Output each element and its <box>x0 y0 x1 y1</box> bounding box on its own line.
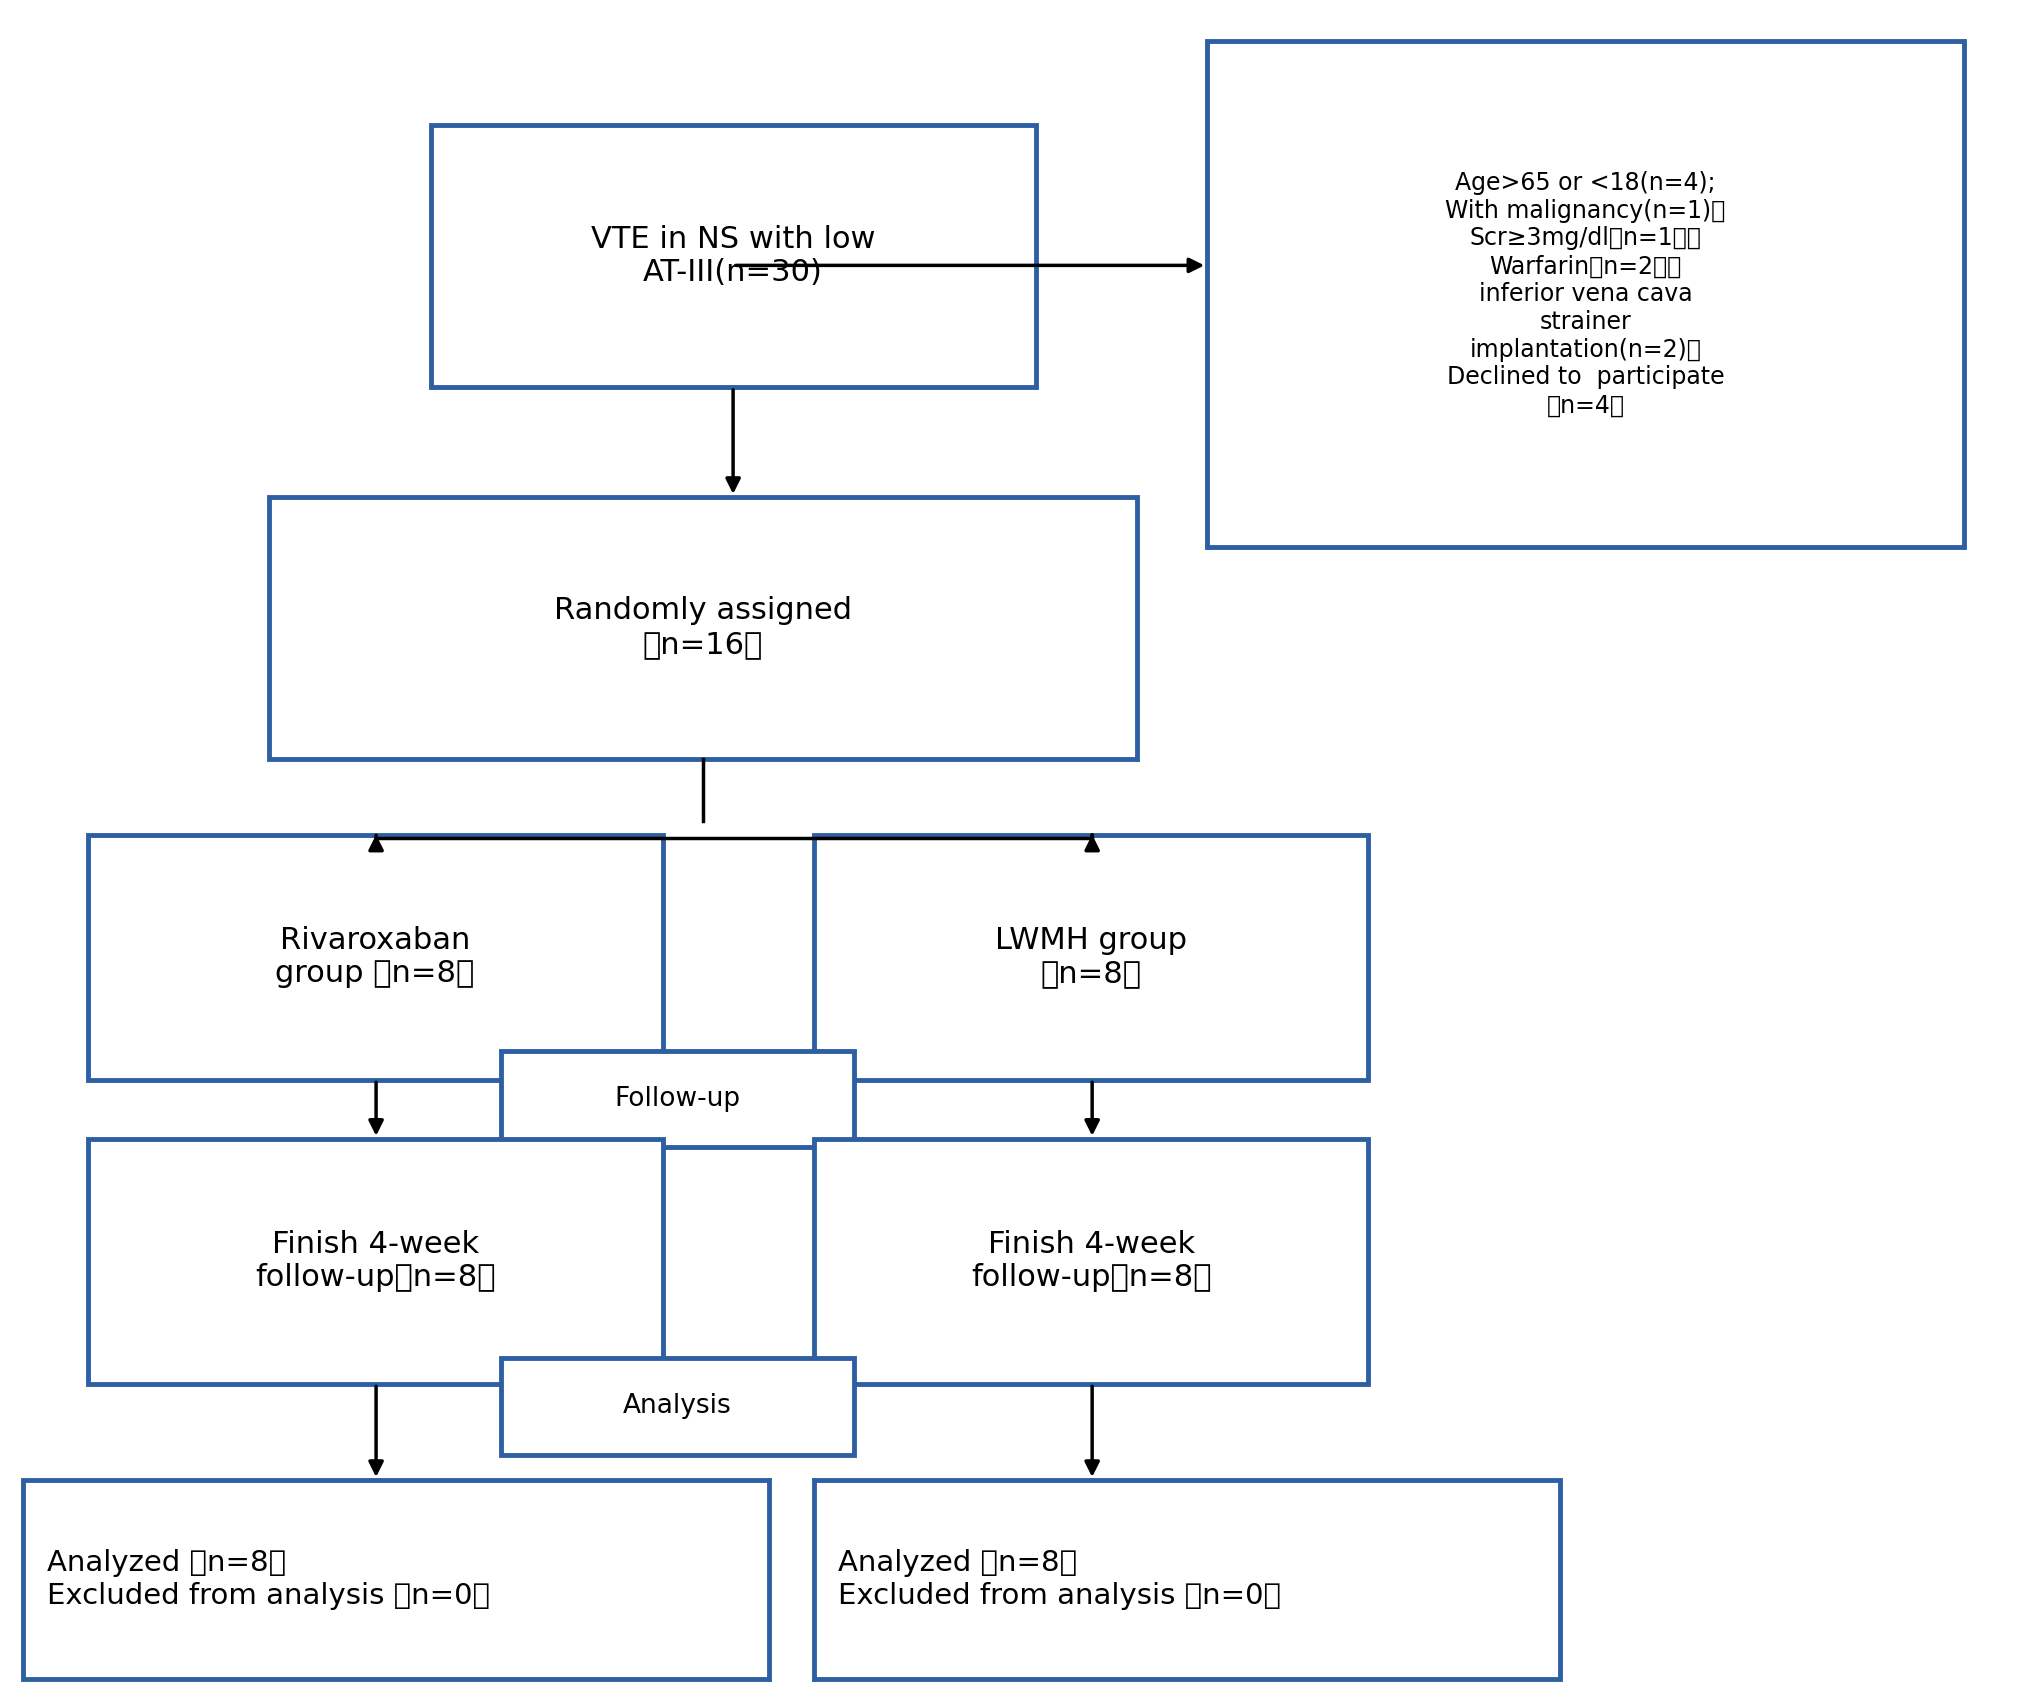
Text: Analysis: Analysis <box>623 1393 731 1419</box>
Text: Randomly assigned
（n=16）: Randomly assigned （n=16） <box>554 596 851 659</box>
FancyBboxPatch shape <box>1206 41 1963 547</box>
Text: Age>65 or <18(n=4);
With malignancy(n=1)；
Scr≥3mg/dl（n=1）；
Warfarin（n=2）；
inferi: Age>65 or <18(n=4); With malignancy(n=1)… <box>1445 170 1726 417</box>
Text: LWMH group
（n=8）: LWMH group （n=8） <box>995 926 1188 988</box>
Text: Analyzed （n=8）
Excluded from analysis （n=0）: Analyzed （n=8） Excluded from analysis （n… <box>47 1550 489 1609</box>
FancyBboxPatch shape <box>814 1480 1559 1679</box>
Text: Rivaroxaban
group （n=8）: Rivaroxaban group （n=8） <box>276 926 475 988</box>
Text: VTE in NS with low
AT-III(n=30): VTE in NS with low AT-III(n=30) <box>591 225 875 288</box>
Text: Finish 4-week
follow-up（n=8）: Finish 4-week follow-up（n=8） <box>254 1230 495 1293</box>
FancyBboxPatch shape <box>22 1480 769 1679</box>
Text: Follow-up: Follow-up <box>615 1087 741 1112</box>
FancyBboxPatch shape <box>270 497 1137 758</box>
FancyBboxPatch shape <box>501 1359 855 1454</box>
FancyBboxPatch shape <box>87 1139 662 1383</box>
Text: Finish 4-week
follow-up（n=8）: Finish 4-week follow-up（n=8） <box>970 1230 1210 1293</box>
FancyBboxPatch shape <box>87 834 662 1080</box>
FancyBboxPatch shape <box>501 1051 855 1148</box>
FancyBboxPatch shape <box>814 834 1368 1080</box>
FancyBboxPatch shape <box>430 126 1035 387</box>
Text: Analyzed （n=8）
Excluded from analysis （n=0）: Analyzed （n=8） Excluded from analysis （n… <box>838 1550 1281 1609</box>
FancyBboxPatch shape <box>814 1139 1368 1383</box>
